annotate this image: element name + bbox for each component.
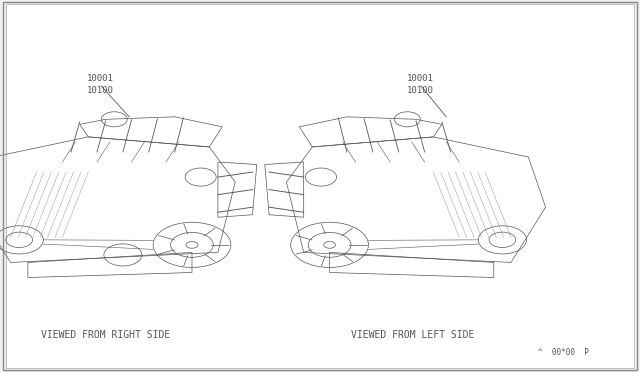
FancyBboxPatch shape: [6, 4, 634, 368]
Text: VIEWED FROM RIGHT SIDE: VIEWED FROM RIGHT SIDE: [41, 330, 170, 340]
Text: 10001
10100: 10001 10100: [406, 74, 433, 94]
Text: ^  00*00  P: ^ 00*00 P: [538, 348, 589, 357]
Text: 10001
10100: 10001 10100: [86, 74, 113, 94]
Text: VIEWED FROM LEFT SIDE: VIEWED FROM LEFT SIDE: [351, 330, 474, 340]
